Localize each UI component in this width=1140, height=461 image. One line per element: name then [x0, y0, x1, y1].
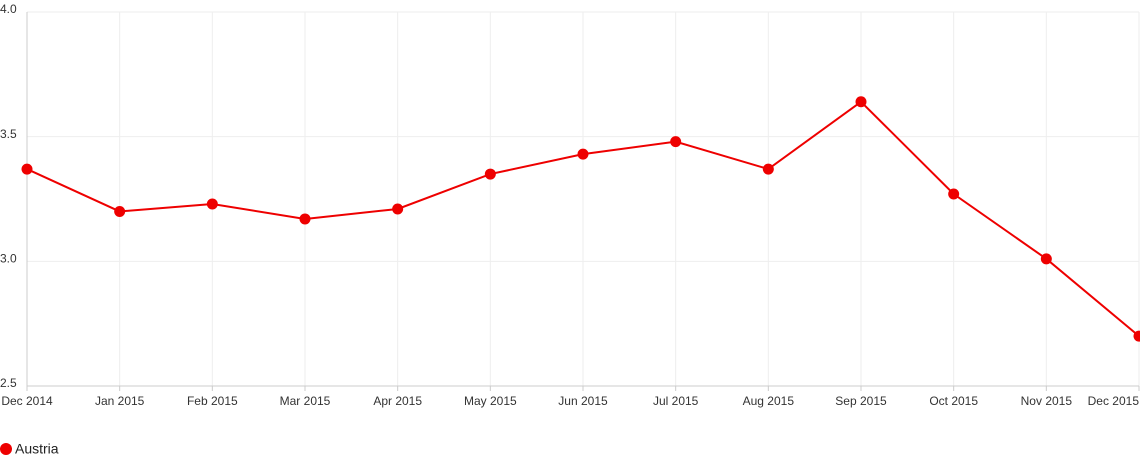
legend-label: Austria — [15, 441, 59, 457]
x-tick-label: Oct 2015 — [929, 394, 978, 408]
x-tick-label: Aug 2015 — [743, 394, 795, 408]
data-point — [762, 163, 774, 175]
data-point — [392, 203, 404, 215]
y-tick-label: 3.5 — [0, 127, 17, 141]
x-tick-label: Apr 2015 — [373, 394, 422, 408]
data-point — [577, 148, 589, 160]
data-point — [1040, 253, 1052, 265]
y-tick-label: 4.0 — [0, 2, 17, 16]
x-tick-label: Jul 2015 — [653, 394, 699, 408]
data-point — [114, 205, 126, 217]
x-tick-label: Dec 2015 — [1088, 394, 1140, 408]
y-tick-label: 2.5 — [0, 376, 17, 390]
data-point — [948, 188, 960, 200]
data-point — [484, 168, 496, 180]
legend: Austria — [0, 441, 59, 457]
data-point — [855, 96, 867, 108]
x-tick-label: Dec 2014 — [1, 394, 53, 408]
x-tick-label: May 2015 — [464, 394, 517, 408]
data-point — [299, 213, 311, 225]
x-tick-label: Sep 2015 — [835, 394, 887, 408]
y-tick-label: 3.0 — [0, 252, 17, 266]
x-tick-label: Jan 2015 — [95, 394, 145, 408]
x-tick-label: Mar 2015 — [280, 394, 331, 408]
x-tick-label: Feb 2015 — [187, 394, 238, 408]
x-tick-label: Jun 2015 — [558, 394, 608, 408]
data-point — [670, 136, 682, 148]
x-tick-label: Nov 2015 — [1021, 394, 1073, 408]
data-point — [206, 198, 218, 210]
legend-marker — [0, 443, 12, 455]
data-point — [1133, 330, 1140, 342]
data-point — [21, 163, 33, 175]
